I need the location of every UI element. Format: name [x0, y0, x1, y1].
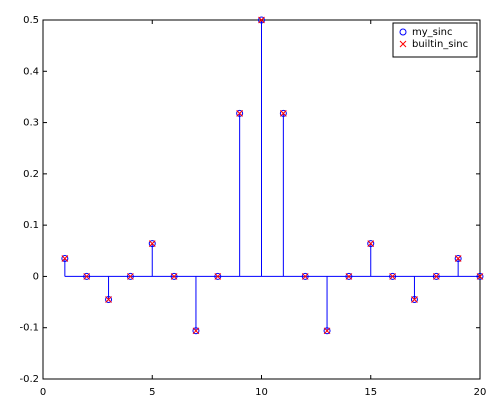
- marker-circle: [214, 272, 222, 280]
- y-tick-label: 0.4: [23, 66, 39, 77]
- marker-circle: [126, 272, 134, 280]
- marker-cross: [301, 273, 309, 280]
- y-tick-label: -0.1: [19, 323, 39, 334]
- marker-circle: [148, 240, 156, 248]
- marker-cross: [432, 273, 440, 280]
- marker-cross: [170, 273, 178, 280]
- marker-circle: [105, 296, 113, 304]
- marker-cross: [279, 109, 287, 117]
- x-tick-label: 5: [149, 387, 155, 398]
- y-tick-label: -0.2: [19, 374, 39, 385]
- marker-cross: [192, 327, 200, 335]
- marker-circle: [323, 327, 331, 335]
- marker-circle: [476, 272, 484, 280]
- marker-circle: [61, 254, 69, 262]
- marker-cross: [345, 273, 353, 280]
- legend-label: builtin_sinc: [412, 39, 468, 50]
- y-tick-label: 0.1: [23, 220, 39, 231]
- marker-circle: [432, 272, 440, 280]
- marker-cross: [105, 296, 112, 303]
- marker-circle: [279, 109, 287, 117]
- y-tick-label: 0.2: [23, 169, 39, 180]
- marker-cross: [389, 273, 396, 280]
- x-tick-label: 15: [364, 387, 377, 398]
- legend-box: [392, 22, 478, 58]
- marker-cross: [399, 40, 407, 48]
- legend-label: my_sinc: [412, 27, 452, 38]
- x-tick-label: 20: [474, 387, 487, 398]
- y-tick-label: 0: [33, 271, 39, 282]
- marker-circle: [236, 109, 244, 117]
- marker-circle: [389, 272, 397, 280]
- marker-cross: [476, 273, 484, 280]
- x-tick-label: 0: [40, 387, 46, 398]
- marker-circle: [258, 16, 265, 24]
- marker-cross: [367, 240, 375, 247]
- marker-cross: [258, 16, 265, 24]
- y-tick-label: 0.3: [23, 118, 39, 129]
- marker-cross: [127, 273, 134, 280]
- marker-cross: [214, 273, 222, 280]
- marker-circle: [399, 28, 407, 36]
- marker-cross: [323, 327, 331, 335]
- marker-cross: [454, 255, 462, 262]
- marker-circle: [83, 272, 91, 280]
- marker-cross: [83, 273, 91, 280]
- marker-circle: [170, 272, 178, 280]
- marker-cross: [236, 109, 244, 117]
- y-tick-label: 0.5: [23, 15, 39, 26]
- marker-circle: [345, 272, 353, 280]
- x-tick-label: 10: [255, 387, 268, 398]
- marker-circle: [192, 327, 200, 335]
- marker-circle: [367, 240, 375, 248]
- marker-cross: [61, 255, 69, 262]
- marker-circle: [454, 254, 462, 262]
- marker-cross: [148, 240, 156, 247]
- marker-cross: [411, 296, 418, 303]
- marker-circle: [410, 296, 418, 304]
- marker-circle: [301, 272, 309, 280]
